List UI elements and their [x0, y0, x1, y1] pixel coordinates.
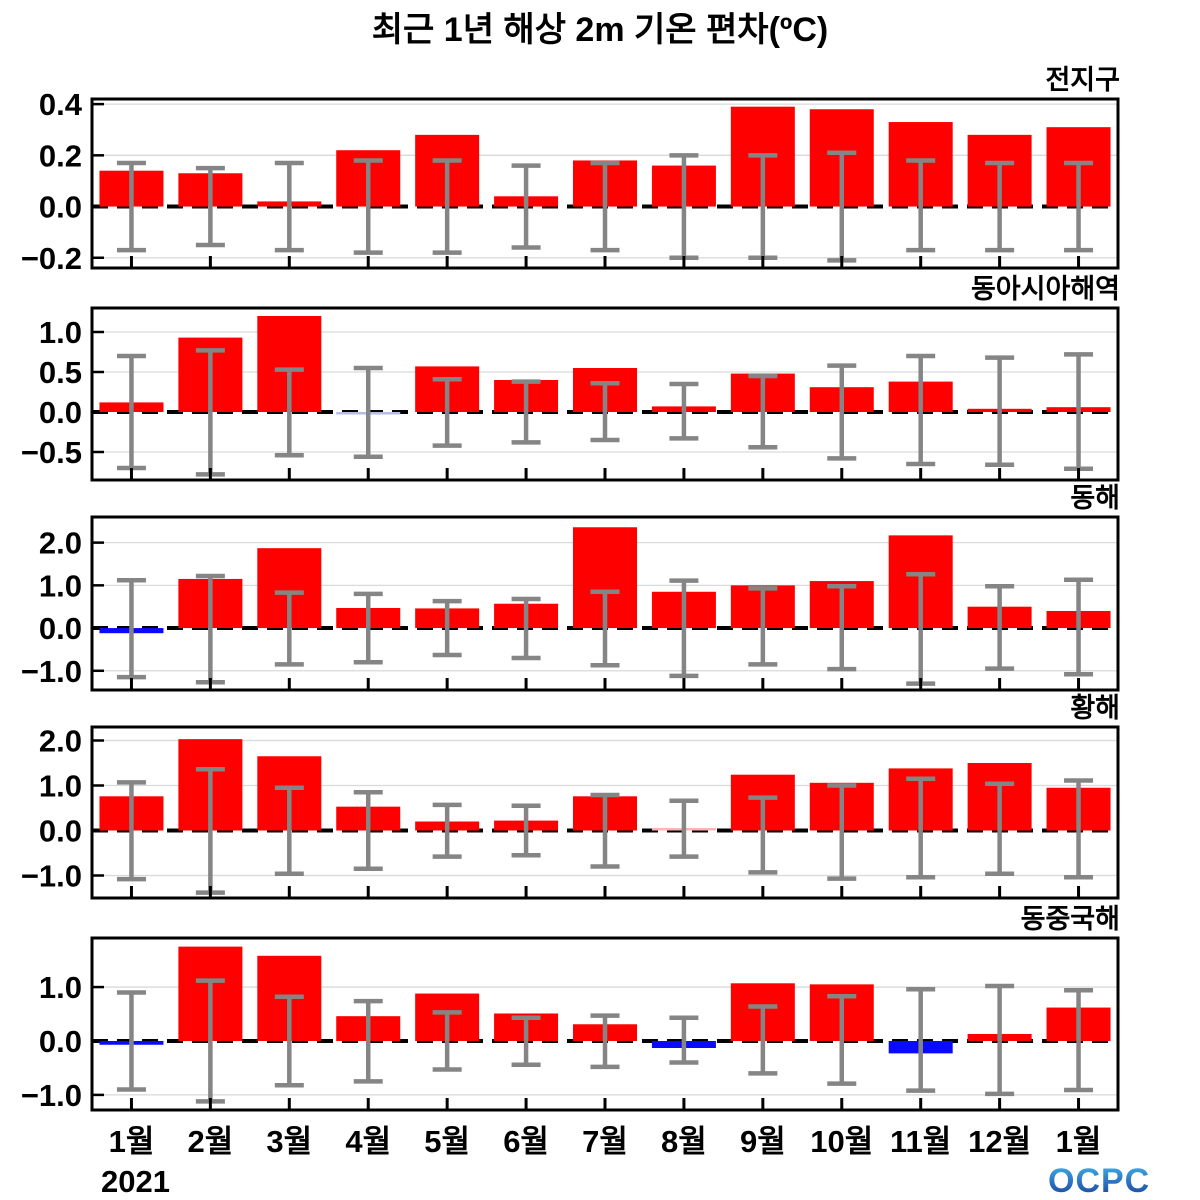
x-axis-label: 7월	[582, 1124, 628, 1159]
y-tick-label: 0.0	[39, 1024, 82, 1059]
x-axis-label: 12월	[968, 1124, 1031, 1159]
x-axis-label: 6월	[503, 1124, 549, 1159]
y-tick-label: 0.0	[39, 395, 82, 430]
x-axis-label: 1월	[1056, 1124, 1102, 1159]
x-axis-label: 8월	[661, 1124, 707, 1159]
panel-label-전지구: 전지구	[1045, 65, 1120, 95]
y-tick-label: 0.0	[39, 190, 82, 225]
panel-frame	[90, 515, 1120, 692]
x-axis-label: 10월	[810, 1124, 873, 1159]
panel-label-동해: 동해	[1070, 483, 1120, 513]
panel-frame	[90, 936, 1120, 1112]
y-tick-label: 0.5	[39, 355, 82, 390]
x-axis-label: 11월	[890, 1124, 951, 1159]
y-tick-label: 1.0	[39, 769, 82, 804]
y-tick-label: −0.5	[21, 435, 82, 470]
panel-label-동중국해: 동중국해	[1021, 904, 1120, 934]
y-tick-label: 2.0	[39, 526, 82, 561]
y-tick-label: 0.0	[39, 611, 82, 646]
panel-frame	[90, 97, 1120, 270]
y-tick-label: 1.0	[39, 568, 82, 603]
panel-label-황해: 황해	[1070, 693, 1120, 723]
y-tick-label: 0.2	[39, 138, 82, 173]
panel-label-동아시아해역: 동아시아해역	[971, 274, 1120, 304]
ocpc-logo: OCPC	[1048, 1162, 1151, 1200]
x-axis-label: 5월	[424, 1124, 470, 1159]
y-tick-label: 1.0	[39, 970, 82, 1005]
panel-frame	[90, 306, 1120, 482]
y-tick-label: −1.0	[21, 859, 82, 894]
x-axis-label: 4월	[345, 1124, 391, 1159]
chart-title: 최근 1년 해상 2m 기온 편차(ºC)	[371, 11, 829, 49]
y-tick-label: 0.0	[39, 814, 82, 849]
x-axis-label: 3월	[266, 1124, 312, 1159]
y-tick-label: −0.2	[21, 241, 82, 276]
x-axis-label: 9월	[740, 1124, 786, 1159]
x-axis-label: 2월	[188, 1124, 234, 1159]
x-axis-year-label: 2021	[101, 1164, 170, 1199]
x-axis-label: 1월	[109, 1124, 155, 1159]
y-tick-label: −1.0	[21, 654, 82, 689]
y-tick-label: 2.0	[39, 724, 82, 759]
y-tick-label: −1.0	[21, 1078, 82, 1113]
y-tick-label: 0.4	[39, 87, 83, 122]
y-tick-label: 1.0	[39, 315, 82, 350]
panel-frame	[90, 725, 1120, 900]
